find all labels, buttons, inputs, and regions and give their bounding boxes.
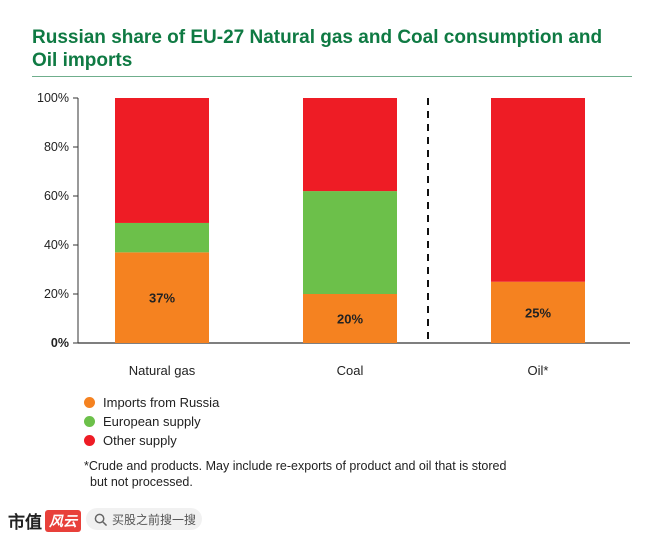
bar-segment-european-supply bbox=[115, 222, 209, 253]
x-category-label: Oil* bbox=[528, 363, 549, 378]
brand-logo[interactable]: 市值 风云 bbox=[8, 508, 81, 533]
bar-segment-imports-from-russia bbox=[303, 294, 397, 343]
y-tick-label: 0% bbox=[51, 336, 69, 350]
legend-swatch bbox=[84, 416, 95, 427]
data-label: 25% bbox=[525, 305, 551, 320]
brand-badge: 风云 bbox=[45, 509, 81, 532]
legend-label: Other supply bbox=[103, 433, 177, 448]
bar-segment-imports-from-russia bbox=[115, 252, 209, 343]
x-category-label: Natural gas bbox=[129, 363, 196, 378]
footnote-line-1: *Crude and products. May include re-expo… bbox=[84, 459, 507, 473]
search-box[interactable]: 买股之前搜一搜 bbox=[86, 508, 202, 530]
footnote-line-2: but not processed. bbox=[90, 475, 193, 489]
brand-name: 市值 bbox=[8, 513, 42, 533]
chart-card: Russian share of EU-27 Natural gas and C… bbox=[18, 18, 642, 538]
bar-segment-other-supply bbox=[491, 98, 585, 282]
legend-swatch bbox=[84, 435, 95, 446]
legend-item: Other supply bbox=[84, 431, 219, 450]
legend-item: European supply bbox=[84, 412, 219, 431]
bar-segment-other-supply bbox=[303, 98, 397, 192]
app-footer: 市值 风云 买股之前搜一搜 bbox=[0, 500, 660, 539]
search-icon bbox=[94, 513, 107, 526]
data-label: 20% bbox=[337, 312, 363, 327]
y-tick-label: 80% bbox=[44, 140, 69, 154]
bar-segment-european-supply bbox=[303, 191, 397, 294]
y-tick-label: 20% bbox=[44, 287, 69, 301]
footnote: *Crude and products. May include re-expo… bbox=[84, 458, 554, 490]
title-divider bbox=[32, 76, 632, 77]
legend-item: Imports from Russia bbox=[84, 393, 219, 412]
stacked-bar-chart: 0% 20% 40% 60% 80% 100% 37% Natural gas 20% Coal 2… bbox=[37, 91, 630, 378]
chart-legend: Imports from Russia European supply Other … bbox=[84, 393, 219, 450]
y-tick-label: 100% bbox=[37, 91, 69, 105]
legend-swatch bbox=[84, 397, 95, 408]
y-tick-label: 60% bbox=[44, 189, 69, 203]
chart-title: Russian share of EU-27 Natural gas and C… bbox=[32, 27, 603, 71]
x-category-label: Coal bbox=[337, 363, 364, 378]
bar-segment-imports-from-russia bbox=[491, 281, 585, 343]
legend-label: Imports from Russia bbox=[103, 395, 220, 410]
bar-segment-other-supply bbox=[115, 98, 209, 223]
search-placeholder: 买股之前搜一搜 bbox=[112, 512, 197, 527]
legend-label: European supply bbox=[103, 414, 201, 429]
data-label: 37% bbox=[149, 291, 175, 306]
y-tick-label: 40% bbox=[44, 238, 69, 252]
